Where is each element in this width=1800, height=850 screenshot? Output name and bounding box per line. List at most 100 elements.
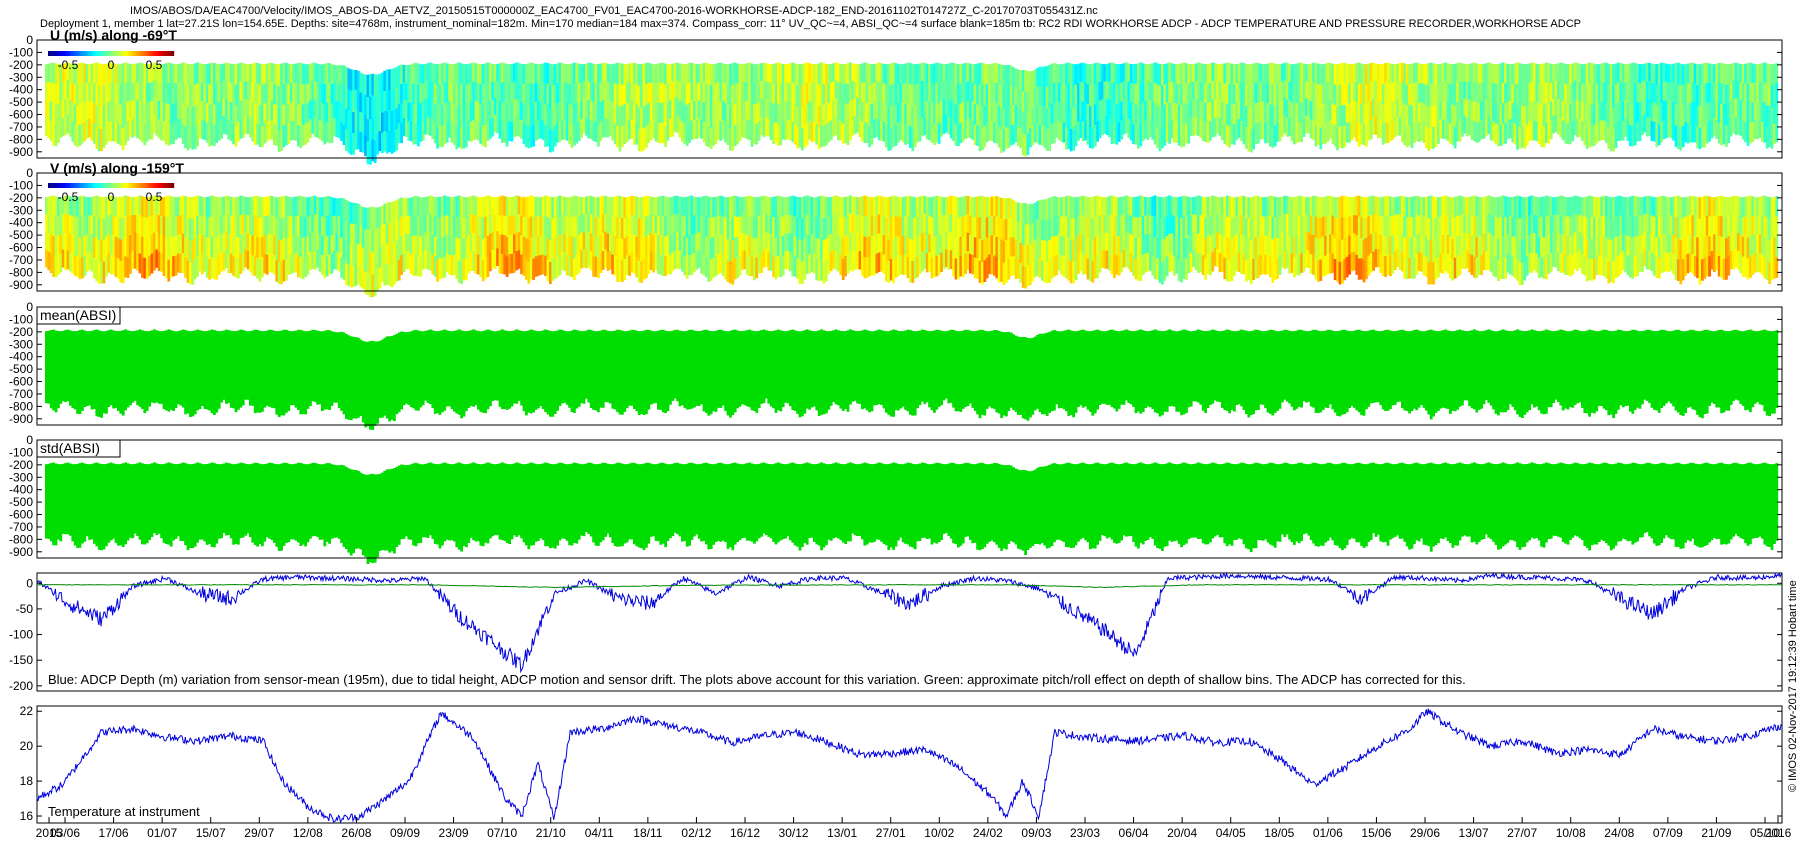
velocity-cell	[1722, 83, 1726, 105]
colorbar-cell	[48, 51, 51, 56]
velocity-cell	[954, 237, 958, 259]
velocity-cell	[577, 83, 581, 103]
velocity-cell	[462, 105, 466, 128]
velocity-cell	[597, 125, 600, 147]
velocity-cell	[1115, 197, 1119, 217]
velocity-cell	[525, 105, 528, 127]
velocity-cell	[297, 195, 300, 217]
velocity-cell	[853, 98, 857, 117]
velocity-cell	[551, 197, 555, 219]
velocity-cell	[220, 64, 223, 84]
velocity-cell	[753, 238, 756, 260]
velocity-cell	[1189, 117, 1193, 136]
velocity-cell	[1108, 118, 1111, 138]
velocity-cell	[448, 197, 451, 217]
velocity-cell	[796, 197, 799, 218]
velocity-cell	[153, 97, 156, 116]
velocity-cell	[450, 236, 454, 256]
velocity-cell	[1765, 84, 1769, 107]
velocity-cell	[959, 83, 963, 104]
velocity-cell	[239, 234, 243, 255]
velocity-cell	[1470, 82, 1474, 102]
velocity-cell	[997, 105, 1001, 127]
velocity-cell	[1482, 82, 1486, 102]
velocity-cell	[431, 63, 435, 83]
velocity-cell	[1703, 62, 1707, 85]
velocity-cell	[945, 249, 948, 268]
velocity-cell	[405, 100, 408, 119]
velocity-cell	[388, 69, 391, 91]
velocity-cell	[1374, 63, 1378, 82]
velocity-cell	[1033, 202, 1037, 222]
velocity-cell	[321, 102, 324, 123]
velocity-cell	[1038, 238, 1042, 259]
velocity-cell	[769, 233, 773, 253]
velocity-cell	[1113, 216, 1116, 238]
velocity-cell	[1283, 62, 1287, 81]
velocity-cell	[743, 82, 747, 102]
velocity-cell	[277, 218, 281, 241]
velocity-cell	[323, 83, 327, 105]
velocity-cell	[301, 258, 305, 280]
velocity-cell	[1007, 197, 1011, 219]
velocity-cell	[402, 64, 406, 84]
velocity-cell	[1213, 196, 1217, 215]
velocity-cell	[1218, 234, 1222, 254]
velocity-cell	[1374, 116, 1378, 135]
velocity-cell	[1523, 106, 1527, 128]
velocity-cell	[1477, 83, 1481, 104]
velocity-cell	[280, 218, 283, 241]
velocity-cell	[714, 103, 718, 125]
velocity-cell	[971, 254, 975, 275]
velocity-cell	[287, 123, 291, 144]
velocity-cell	[654, 251, 658, 271]
velocity-cell	[1271, 126, 1275, 148]
velocity-cell	[582, 197, 586, 216]
velocity-cell	[1043, 127, 1047, 148]
velocity-cell	[390, 244, 394, 267]
velocity-cell	[433, 123, 437, 144]
velocity-cell	[438, 84, 442, 106]
velocity-cell	[539, 255, 543, 275]
velocity-cell	[647, 215, 651, 236]
velocity-cell	[563, 252, 567, 271]
velocity-cell	[335, 216, 339, 235]
velocity-cell	[997, 239, 1001, 262]
velocity-cell	[942, 98, 946, 117]
velocity-cell	[954, 124, 958, 146]
velocity-cell	[1732, 115, 1735, 134]
velocity-cell	[1014, 259, 1018, 279]
velocity-cell	[503, 196, 507, 217]
velocity-cell	[217, 235, 221, 256]
velocity-cell	[1240, 234, 1243, 255]
velocity-cell	[717, 234, 720, 255]
velocity-cell	[961, 216, 965, 238]
velocity-cell	[179, 234, 183, 255]
velocity-cell	[282, 238, 286, 261]
velocity-cell	[1120, 196, 1123, 217]
velocity-cell	[424, 250, 427, 269]
velocity-cell	[1293, 84, 1296, 105]
velocity-cell	[88, 233, 91, 252]
velocity-cell	[945, 64, 948, 82]
velocity-cell	[827, 64, 831, 85]
velocity-cell	[803, 258, 807, 280]
velocity-cell	[940, 63, 943, 83]
velocity-cell	[760, 116, 763, 136]
velocity-cell	[1163, 238, 1167, 260]
velocity-cell	[429, 214, 432, 234]
velocity-cell	[940, 196, 943, 216]
velocity-cell	[880, 82, 883, 103]
velocity-cell	[273, 235, 276, 256]
velocity-cell	[765, 63, 768, 82]
velocity-cell	[1175, 216, 1179, 236]
velocity-cell	[45, 64, 48, 83]
velocity-cell	[1091, 260, 1095, 283]
velocity-cell	[1602, 101, 1606, 122]
velocity-cell	[114, 103, 118, 123]
velocity-cell	[510, 83, 514, 104]
velocity-cell	[1521, 84, 1524, 106]
velocity-cell	[66, 80, 70, 99]
velocity-cell	[863, 195, 867, 217]
velocity-cell	[1314, 104, 1318, 126]
